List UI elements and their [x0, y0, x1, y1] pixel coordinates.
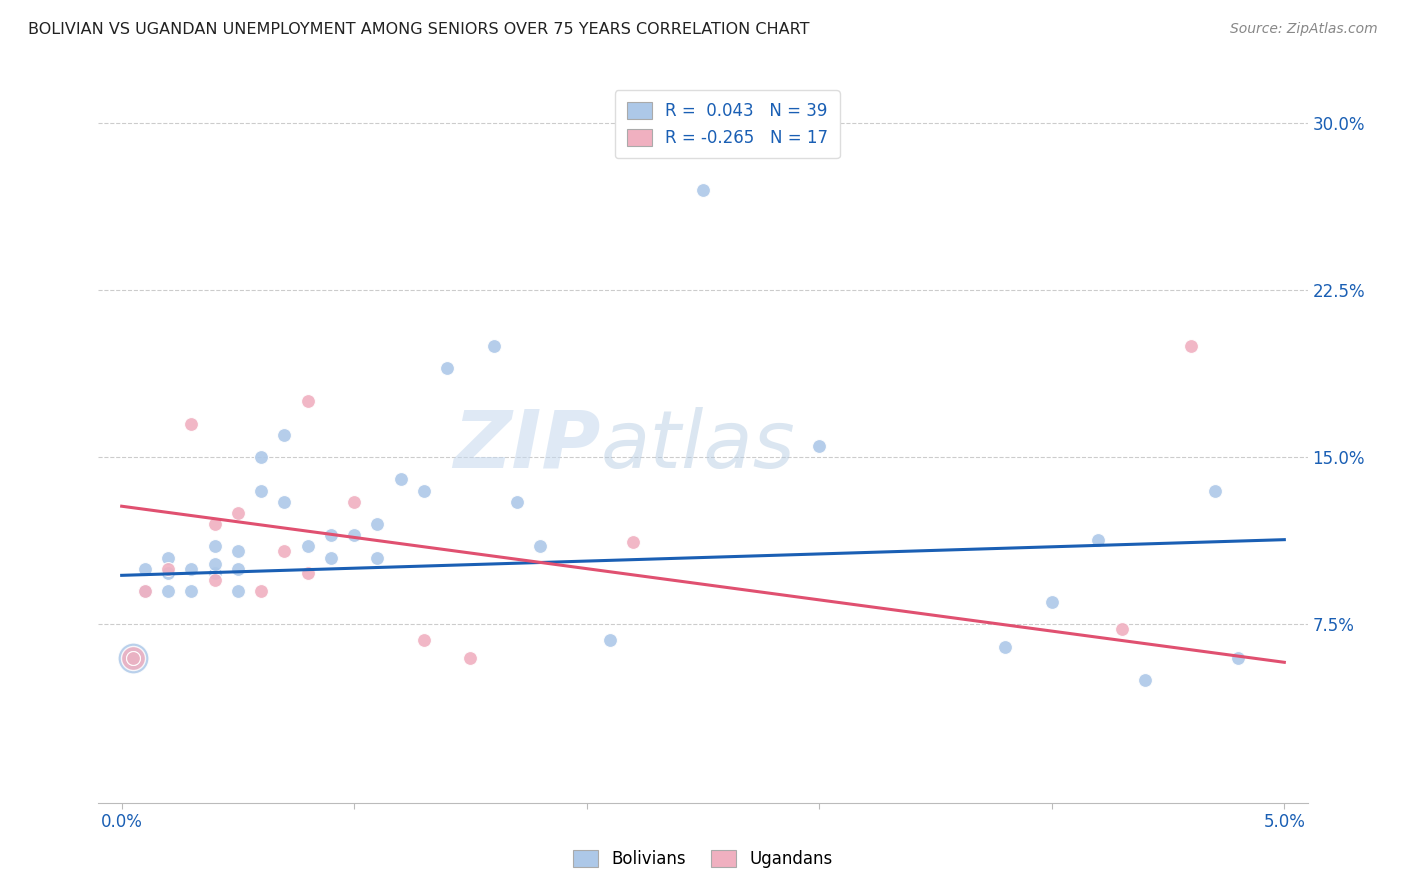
Point — [1226, 651, 1249, 665]
Point — [482, 338, 505, 352]
Point — [413, 483, 436, 498]
Point — [157, 566, 180, 580]
Point — [273, 543, 295, 558]
Point — [134, 583, 156, 598]
Point — [1087, 533, 1109, 547]
Point — [297, 394, 319, 409]
Text: Source: ZipAtlas.com: Source: ZipAtlas.com — [1230, 22, 1378, 37]
Point — [389, 472, 412, 486]
Point — [226, 506, 249, 520]
Point — [250, 583, 273, 598]
Point — [366, 550, 388, 565]
Point — [250, 483, 273, 498]
Point — [436, 360, 458, 375]
Point — [250, 450, 273, 464]
Text: BOLIVIAN VS UGANDAN UNEMPLOYMENT AMONG SENIORS OVER 75 YEARS CORRELATION CHART: BOLIVIAN VS UGANDAN UNEMPLOYMENT AMONG S… — [28, 22, 810, 37]
Point — [122, 651, 145, 665]
Point — [226, 543, 249, 558]
Text: ZIP: ZIP — [453, 407, 600, 485]
Point — [1040, 595, 1063, 609]
Point — [319, 550, 342, 565]
Point — [122, 651, 145, 665]
Point — [621, 534, 644, 549]
Point — [180, 417, 202, 431]
Point — [204, 539, 226, 553]
Point — [204, 517, 226, 532]
Point — [413, 633, 436, 648]
Point — [1133, 673, 1156, 687]
Point — [529, 539, 551, 553]
Point — [599, 633, 621, 648]
Point — [460, 651, 482, 665]
Point — [157, 583, 180, 598]
Point — [506, 494, 529, 508]
Point — [157, 562, 180, 576]
Point — [204, 566, 226, 580]
Legend: R =  0.043   N = 39, R = -0.265   N = 17: R = 0.043 N = 39, R = -0.265 N = 17 — [614, 90, 839, 159]
Point — [180, 562, 202, 576]
Point — [1111, 622, 1133, 636]
Point — [343, 528, 366, 542]
Point — [134, 562, 156, 576]
Point — [122, 651, 145, 665]
Point — [226, 562, 249, 576]
Point — [204, 557, 226, 572]
Point — [692, 182, 714, 196]
Point — [122, 651, 145, 665]
Text: atlas: atlas — [600, 407, 794, 485]
Point — [180, 583, 202, 598]
Point — [157, 550, 180, 565]
Point — [273, 494, 295, 508]
Legend: Bolivians, Ugandans: Bolivians, Ugandans — [567, 843, 839, 875]
Point — [226, 583, 249, 598]
Point — [1204, 483, 1226, 498]
Point — [204, 573, 226, 587]
Point — [297, 539, 319, 553]
Point — [343, 494, 366, 508]
Point — [366, 517, 388, 532]
Point — [273, 427, 295, 442]
Point — [1180, 338, 1202, 352]
Point — [319, 528, 342, 542]
Point — [297, 566, 319, 580]
Point — [808, 439, 831, 453]
Point — [134, 583, 156, 598]
Point — [994, 640, 1017, 654]
